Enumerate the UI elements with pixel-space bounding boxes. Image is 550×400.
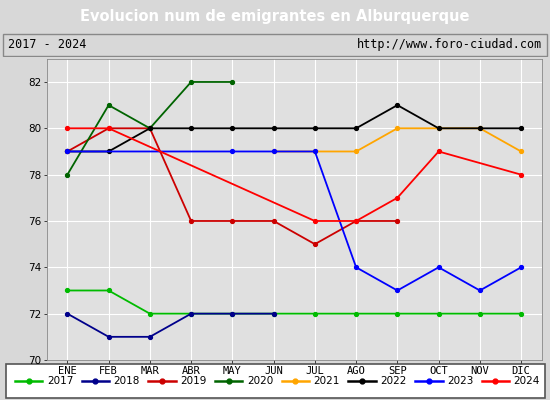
Text: Evolucion num de emigrantes en Alburquerque: Evolucion num de emigrantes en Alburquer… [80, 9, 470, 24]
Text: http://www.foro-ciudad.com: http://www.foro-ciudad.com [356, 38, 542, 51]
Text: 2017 - 2024: 2017 - 2024 [8, 38, 87, 51]
Text: 2024: 2024 [514, 376, 540, 386]
FancyBboxPatch shape [6, 364, 544, 398]
Text: 2022: 2022 [380, 376, 406, 386]
Text: 2017: 2017 [47, 376, 73, 386]
Text: 2018: 2018 [113, 376, 140, 386]
Text: 2020: 2020 [247, 376, 273, 386]
Text: 2019: 2019 [180, 376, 207, 386]
FancyBboxPatch shape [3, 34, 547, 56]
Text: 2023: 2023 [447, 376, 474, 386]
Text: 2021: 2021 [314, 376, 340, 386]
